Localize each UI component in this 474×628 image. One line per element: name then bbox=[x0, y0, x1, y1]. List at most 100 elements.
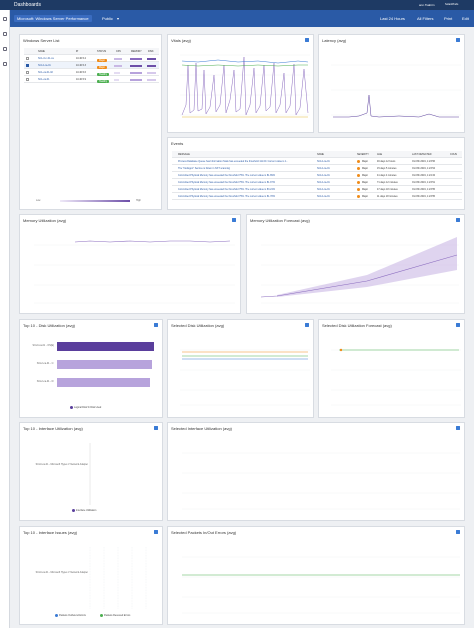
panel-title: Latency (avg) bbox=[322, 38, 347, 43]
server-name[interactable]: SCL2-ca-01 bbox=[38, 64, 51, 67]
visibility-label[interactable]: Public bbox=[102, 16, 113, 21]
cpu-bar bbox=[114, 57, 122, 60]
bar-label: SCL2-ca-01 - D: bbox=[36, 380, 54, 383]
chart-legend: Packets Received Errors bbox=[100, 614, 130, 617]
pin-icon[interactable] bbox=[154, 426, 158, 430]
pin-icon[interactable] bbox=[305, 38, 309, 42]
legend-label: Packets Received Errors bbox=[104, 614, 131, 618]
row-checkbox[interactable] bbox=[26, 71, 29, 74]
event-node[interactable]: SCL2-ca-01 bbox=[317, 160, 330, 163]
disk-bar[interactable] bbox=[57, 342, 154, 351]
menu-icon[interactable] bbox=[3, 17, 7, 21]
table-row[interactable]: Committed Physical Memory has exceeded t… bbox=[172, 179, 462, 186]
event-message[interactable]: The "Netlogon" Service is Down in NXT sc… bbox=[178, 167, 231, 170]
server-name[interactable]: SCL-ca-01 bbox=[38, 78, 50, 81]
col-severity[interactable]: SEVERITY bbox=[357, 153, 369, 156]
disk-bar[interactable] bbox=[57, 378, 150, 387]
row-checkbox[interactable] bbox=[26, 57, 29, 60]
event-detected: Oct 8th 2019, 1:23:55 bbox=[412, 188, 435, 191]
col-detected[interactable]: LAST DETECTED bbox=[412, 153, 432, 156]
user-menu[interactable]: ann.Tsabrin bbox=[419, 3, 435, 7]
selected-interface-panel: Selected Interface Utilization (avg) bbox=[167, 422, 465, 521]
row-checkbox[interactable] bbox=[26, 78, 29, 81]
col-name[interactable]: NAME bbox=[38, 50, 45, 53]
vitals-line-green bbox=[181, 64, 308, 67]
dashboard-icon[interactable] bbox=[3, 47, 7, 51]
col-count[interactable]: COUN bbox=[450, 153, 458, 156]
col-status[interactable]: STATUS bbox=[97, 50, 107, 53]
event-severity: Major bbox=[362, 181, 368, 184]
event-node[interactable]: SCL2-ca-01 bbox=[317, 188, 330, 191]
event-message[interactable]: Committed Physical Memory has exceeded t… bbox=[178, 174, 275, 177]
col-age[interactable]: AGE bbox=[377, 153, 383, 156]
pin-icon[interactable] bbox=[456, 38, 460, 42]
bar-label: SCL0-ca-01 - Microsoft Hyper-V Network A… bbox=[35, 571, 88, 574]
dashboard-selector[interactable]: Microsoft: Windows Server Performance bbox=[14, 15, 92, 22]
table-row[interactable]: Committed Physical Memory has exceeded t… bbox=[172, 172, 462, 179]
status-text: Healthy bbox=[97, 80, 110, 83]
row-checkbox[interactable] bbox=[26, 64, 29, 67]
event-message[interactable]: Committed Physical Memory has exceeded t… bbox=[178, 195, 275, 198]
event-message[interactable]: Process Database Queue has Information S… bbox=[178, 160, 288, 163]
pin-icon[interactable] bbox=[154, 530, 158, 534]
pin-icon[interactable] bbox=[305, 323, 309, 327]
pin-icon[interactable] bbox=[154, 323, 158, 327]
vitals-chart bbox=[180, 54, 310, 118]
table-row[interactable]: SCL-ca-01-02 10.40.5.6 Healthy bbox=[24, 69, 159, 76]
event-node[interactable]: SCL2-ca-01 bbox=[317, 195, 330, 198]
latency-line bbox=[333, 94, 459, 118]
server-name[interactable]: SCL-ca-01-02 bbox=[38, 71, 53, 74]
table-header: MESSAGE NAME SEVERITY AGE LAST DETECTED … bbox=[172, 151, 462, 158]
col-disk[interactable]: DISK bbox=[148, 50, 154, 53]
server-name[interactable]: SCL-0-n-01-ca bbox=[38, 57, 54, 60]
scale-low-label: Low bbox=[36, 199, 41, 202]
pin-icon[interactable] bbox=[232, 218, 236, 222]
chevron-down-icon[interactable]: ▾ bbox=[117, 16, 120, 21]
table-row[interactable]: Committed Physical Memory has exceeded t… bbox=[172, 193, 462, 200]
table-row[interactable]: SCL-ca-01 10.40.5.9 Healthy bbox=[24, 76, 159, 83]
cpu-bar bbox=[114, 64, 122, 67]
print-button[interactable]: Print bbox=[444, 16, 453, 21]
table-row[interactable]: The "Netlogon" Service is Down in NXT sc… bbox=[172, 165, 462, 172]
bar-label: SCL2-ca-01 - C: bbox=[36, 362, 54, 365]
filters-button[interactable]: All Filters bbox=[417, 16, 434, 21]
vitals-panel: Vitals (avg) bbox=[167, 34, 314, 133]
event-node[interactable]: SCL2-ca-01 bbox=[317, 167, 330, 170]
memory-bar bbox=[130, 78, 142, 81]
top-interface-issues-panel: Top 10 - Interface Issues (avg) SCL0-ca-… bbox=[19, 526, 163, 625]
bar-label: SCL0-ca-01 - Microsoft Hyper-V Network A… bbox=[35, 463, 88, 466]
pin-icon[interactable] bbox=[456, 218, 460, 222]
table-row[interactable]: SCL-0-n-01-ca 10.40.5.2 Major bbox=[24, 55, 159, 62]
pin-icon[interactable] bbox=[456, 530, 460, 534]
panel-title: Top 10 - Interface Issues (avg) bbox=[23, 530, 78, 535]
table-row[interactable]: Process Database Queue has Information S… bbox=[172, 158, 462, 165]
col-name[interactable]: NAME bbox=[317, 153, 324, 156]
edit-button[interactable]: Edit bbox=[462, 16, 469, 21]
disk-bar[interactable] bbox=[57, 360, 152, 369]
table-row[interactable]: Committed Physical Memory has exceeded t… bbox=[172, 186, 462, 193]
chart-legend: Logical Disk % Disk Used bbox=[70, 406, 101, 409]
memory-bar bbox=[130, 71, 142, 74]
col-cpu[interactable]: CPU bbox=[116, 50, 122, 53]
col-memory[interactable]: MEMORY bbox=[131, 50, 142, 53]
server-ip: 10.40.5.9 bbox=[76, 78, 86, 81]
event-message[interactable]: Committed Physical Memory has exceeded t… bbox=[178, 181, 275, 184]
alerts-icon[interactable] bbox=[3, 32, 7, 36]
time-range-button[interactable]: Last 24 Hours bbox=[380, 16, 405, 21]
pin-icon[interactable] bbox=[456, 323, 460, 327]
selected-disk-panel: Selected Disk Utilization (avg) bbox=[167, 319, 314, 418]
event-node[interactable]: SCL2-ca-01 bbox=[317, 174, 330, 177]
col-ip[interactable]: IP bbox=[76, 50, 79, 53]
event-node[interactable]: SCL2-ca-01 bbox=[317, 181, 330, 184]
col-message[interactable]: MESSAGE bbox=[178, 153, 190, 156]
event-message[interactable]: Committed Physical Memory has exceeded t… bbox=[178, 188, 275, 191]
table-header: NAME IP STATUS CPU MEMORY DISK bbox=[24, 48, 159, 55]
table-row[interactable]: SCL2-ca-01 10.40.5.3 Major bbox=[24, 62, 159, 69]
memory-bar bbox=[130, 57, 142, 60]
disk-bar bbox=[147, 64, 156, 67]
event-age: 47 days 18 minutes bbox=[377, 188, 398, 191]
pin-icon[interactable] bbox=[456, 426, 460, 430]
cpu-bar bbox=[114, 78, 119, 81]
legend-label: Packets Outbound Errors bbox=[59, 614, 86, 618]
settings-icon[interactable] bbox=[3, 62, 7, 66]
